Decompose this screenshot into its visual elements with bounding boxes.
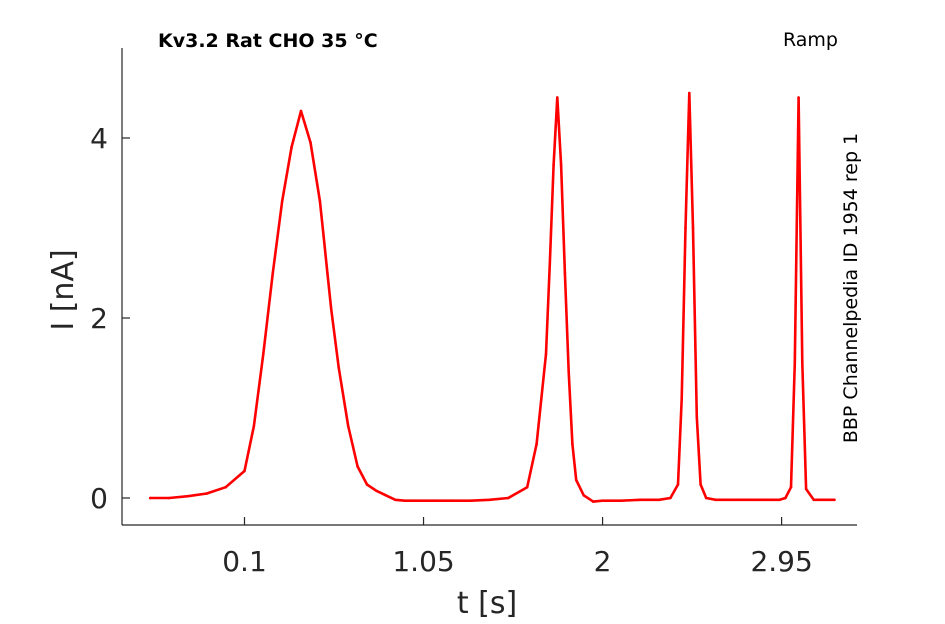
trace-point <box>591 500 595 503</box>
trace-point <box>770 498 774 502</box>
trace-point <box>337 366 341 369</box>
axes <box>121 48 857 526</box>
trace-point <box>299 109 303 113</box>
trace-point <box>507 496 510 500</box>
protocol-label: Ramp <box>783 29 838 51</box>
trace-point <box>271 271 275 275</box>
trace-point <box>639 498 642 502</box>
trace-point <box>365 483 369 486</box>
trace-point <box>329 307 333 311</box>
y-axis-label: I [nA] <box>46 249 81 330</box>
trace-point <box>676 483 680 486</box>
trace-point <box>186 494 190 498</box>
trace-point <box>669 496 672 500</box>
x-tick-label: 0.1 <box>222 545 267 578</box>
trace-point <box>582 494 585 497</box>
trace-point <box>525 485 529 489</box>
trace-point <box>309 141 312 144</box>
trace-point <box>778 498 781 502</box>
trace-point <box>356 465 359 468</box>
trace-point <box>252 424 256 428</box>
trace-point <box>699 483 702 486</box>
trace-point <box>346 424 350 428</box>
trace-point <box>574 478 578 482</box>
trace-point <box>167 496 171 500</box>
trace-point <box>375 489 378 493</box>
trace-point <box>431 499 435 503</box>
trace-point <box>833 498 836 502</box>
trace-point <box>205 492 209 495</box>
trace-point <box>488 498 491 502</box>
trace-point <box>563 271 567 275</box>
trace-point <box>403 499 407 503</box>
trace-point <box>322 235 326 239</box>
trace-point <box>567 370 570 374</box>
trace-point <box>262 352 265 356</box>
trace-points <box>149 91 836 503</box>
trace-point <box>469 499 473 503</box>
trace-point <box>804 487 808 491</box>
x-tick-label: 2 <box>594 545 612 578</box>
trace-point <box>318 199 322 203</box>
trace-point <box>733 498 736 502</box>
trace-point <box>680 397 683 401</box>
trace-point <box>789 485 793 489</box>
trace-point <box>823 498 827 502</box>
x-tick-label: 2.95 <box>750 545 812 578</box>
trace-point <box>601 499 604 503</box>
trace-point <box>714 498 717 502</box>
trace-point <box>691 226 695 230</box>
trace-point <box>704 496 708 500</box>
trace-point <box>394 498 397 502</box>
trace-point <box>784 496 787 500</box>
x-ticks: 0.1 1.05 2 2.95 <box>222 517 813 578</box>
trace-point <box>695 415 699 419</box>
y-ticks: 0 2 4 <box>90 122 130 515</box>
trace-point <box>535 442 538 446</box>
trace-point <box>326 271 329 275</box>
y-tick-label: 2 <box>90 302 108 335</box>
trace-point <box>384 494 388 497</box>
trace-point <box>243 469 246 473</box>
trace-point <box>793 361 797 365</box>
chart-title: Kv3.2 Rat CHO 35 °C <box>158 30 378 52</box>
trace-point <box>688 91 691 95</box>
y-tick-label: 4 <box>90 122 108 155</box>
trace-point <box>280 199 284 203</box>
x-axis-label: t [s] <box>457 586 517 621</box>
trace-point <box>571 442 574 446</box>
trace-point <box>290 145 293 149</box>
trace-point <box>548 262 552 266</box>
trace-point <box>801 361 804 365</box>
source-label: BBP Channelpedia ID 1954 rep 1 <box>840 133 862 443</box>
trace-point <box>559 163 563 167</box>
trace-point <box>552 163 555 167</box>
trace-point <box>797 96 800 99</box>
trace-point <box>752 498 755 502</box>
trace-point <box>450 499 454 503</box>
trace-point <box>556 96 559 99</box>
trace-point <box>412 499 416 503</box>
trace-point <box>224 485 227 489</box>
trace-point <box>620 499 623 503</box>
trace-point <box>149 496 152 500</box>
trace-point <box>812 498 815 502</box>
trace-point <box>657 498 661 502</box>
x-tick-label: 1.05 <box>392 545 454 578</box>
trace-point <box>684 226 687 230</box>
y-tick-label: 0 <box>90 482 108 515</box>
trace-point <box>544 352 548 356</box>
current-trace-series <box>149 91 836 503</box>
